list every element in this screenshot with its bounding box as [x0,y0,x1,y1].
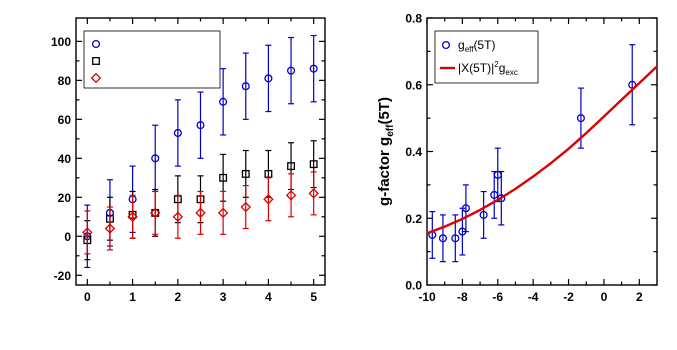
legend: geff(5T)|X(5T)|2gexc [435,31,538,83]
y-tick-label: 20 [58,191,72,205]
chart-panel-a: 0 1 2 3 4 5 -20 0 20 40 60 80 100 [51,18,325,304]
y-axis-title: g-factor geff(5T) [376,97,396,206]
x-tick-label: 0 [84,290,91,304]
legend-label: geff(5T) [458,38,495,54]
x-tick-label: 0 [601,290,608,304]
x-tick-label: 2 [636,290,643,304]
x-tick-label: 1 [129,290,136,304]
y-tick-label: 40 [58,152,72,166]
x-tick-label: -8 [457,290,468,304]
x-tick-label: 2 [175,290,182,304]
y-tick-label: 0.4 [405,145,422,159]
chart-panel-b: -10 -8 -6 -4 -2 0 20.00.20.40.60.8g-factor gef… [376,12,657,305]
y-tick-label: -20 [54,269,72,283]
x-tick-label: 3 [220,290,227,304]
y-tick-label: 0.6 [405,78,422,92]
y-tick-label: 0.2 [405,212,422,226]
y-tick-label: 0.0 [405,279,422,293]
legend-box [84,31,220,88]
y-tick-label: 0.8 [405,12,422,26]
x-tick-label: 5 [310,290,317,304]
y-tick-label: 100 [51,35,71,49]
x-tick-label: 4 [265,290,272,304]
legend [84,31,220,88]
y-tick-label: 60 [58,113,72,127]
x-tick-label: -2 [563,290,574,304]
x-tick-label: -4 [528,290,539,304]
y-tick-label: 0 [64,230,71,244]
y-tick-label: 80 [58,74,72,88]
x-tick-label: -6 [492,290,503,304]
